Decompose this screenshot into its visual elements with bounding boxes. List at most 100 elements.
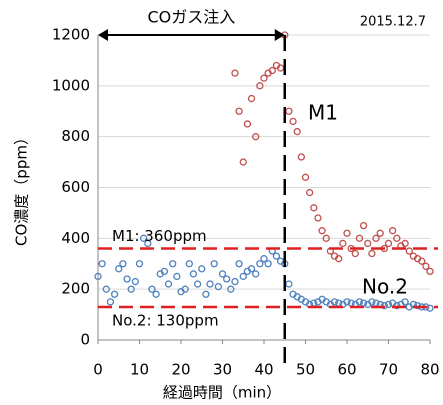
- point: [372, 234, 380, 242]
- point: [368, 298, 376, 306]
- reference-label: M1: 360ppm: [112, 227, 207, 245]
- point: [339, 239, 347, 248]
- point: [148, 285, 156, 293]
- y-tick-label: 1200: [52, 26, 90, 44]
- point: [335, 255, 343, 263]
- point: [252, 133, 260, 141]
- point: [401, 239, 409, 248]
- y-tick-label: 800: [61, 127, 90, 145]
- injection-label: COガス注入: [147, 8, 235, 27]
- y-tick-label: 200: [61, 280, 90, 298]
- point: [131, 277, 140, 286]
- point: [115, 265, 123, 273]
- point: [388, 227, 397, 235]
- point: [256, 260, 264, 268]
- series-label: M1: [308, 101, 338, 125]
- point: [330, 298, 339, 306]
- point: [351, 249, 359, 258]
- point: [102, 285, 110, 293]
- x-tick-label: 20: [171, 361, 190, 379]
- point: [106, 298, 115, 306]
- point: [218, 270, 227, 278]
- point: [293, 127, 301, 136]
- point: [206, 280, 214, 288]
- date: 2015.12.7: [360, 15, 426, 30]
- x-tick-label: 50: [296, 361, 315, 379]
- reference-label: No.2: 130ppm: [112, 311, 219, 329]
- point: [297, 153, 306, 161]
- point: [152, 290, 160, 298]
- point: [426, 267, 434, 276]
- point: [305, 188, 314, 197]
- point: [343, 298, 351, 306]
- point: [384, 239, 393, 248]
- point: [364, 239, 372, 248]
- point: [318, 227, 326, 235]
- x-tick-label: 80: [420, 361, 439, 379]
- arrow-head: [274, 29, 285, 41]
- point: [401, 298, 409, 306]
- point: [413, 302, 422, 310]
- point: [301, 173, 310, 181]
- point: [235, 107, 243, 115]
- point: [214, 282, 223, 291]
- point: [260, 74, 268, 82]
- point: [135, 260, 144, 268]
- point: [160, 267, 169, 276]
- point: [243, 120, 252, 128]
- point: [119, 260, 127, 268]
- y-axis-label: CO濃度（ppm）: [13, 130, 31, 246]
- point: [98, 260, 106, 268]
- point: [239, 158, 247, 166]
- y-tick-label: 600: [61, 178, 90, 196]
- point: [422, 262, 430, 270]
- x-tick-label: 60: [337, 361, 356, 379]
- y-tick-label: 0: [80, 331, 90, 349]
- point: [235, 260, 243, 268]
- point: [322, 234, 330, 242]
- point: [355, 234, 364, 242]
- point: [202, 290, 210, 298]
- point: [252, 270, 260, 278]
- y-tick-label: 400: [61, 229, 90, 247]
- point: [355, 298, 364, 306]
- point: [256, 82, 264, 90]
- x-tick-label: 0: [93, 361, 103, 379]
- point: [185, 260, 193, 268]
- point: [247, 94, 256, 103]
- point: [189, 270, 198, 278]
- point: [272, 252, 281, 260]
- point: [343, 229, 351, 237]
- point: [289, 117, 297, 126]
- point: [376, 229, 384, 237]
- x-tick-label: 10: [130, 361, 149, 379]
- point: [94, 272, 102, 281]
- point: [285, 280, 293, 288]
- point: [139, 234, 148, 242]
- point: [231, 69, 239, 77]
- point: [231, 277, 239, 286]
- point: [393, 302, 401, 310]
- point: [181, 285, 189, 293]
- point: [285, 107, 293, 115]
- point: [405, 247, 413, 255]
- point: [123, 275, 131, 283]
- y-tick-label: 1000: [52, 76, 90, 94]
- series-label: No.2: [362, 275, 408, 299]
- point: [227, 285, 235, 293]
- point: [418, 257, 426, 265]
- point: [384, 300, 393, 309]
- point: [426, 304, 434, 312]
- point: [198, 265, 206, 273]
- point: [268, 66, 276, 75]
- point: [359, 221, 368, 230]
- point: [144, 239, 152, 248]
- point: [239, 272, 247, 281]
- point: [393, 234, 401, 242]
- point: [380, 302, 389, 310]
- x-tick-label: 70: [379, 361, 398, 379]
- point: [314, 214, 322, 222]
- point: [260, 255, 268, 263]
- point: [164, 280, 173, 288]
